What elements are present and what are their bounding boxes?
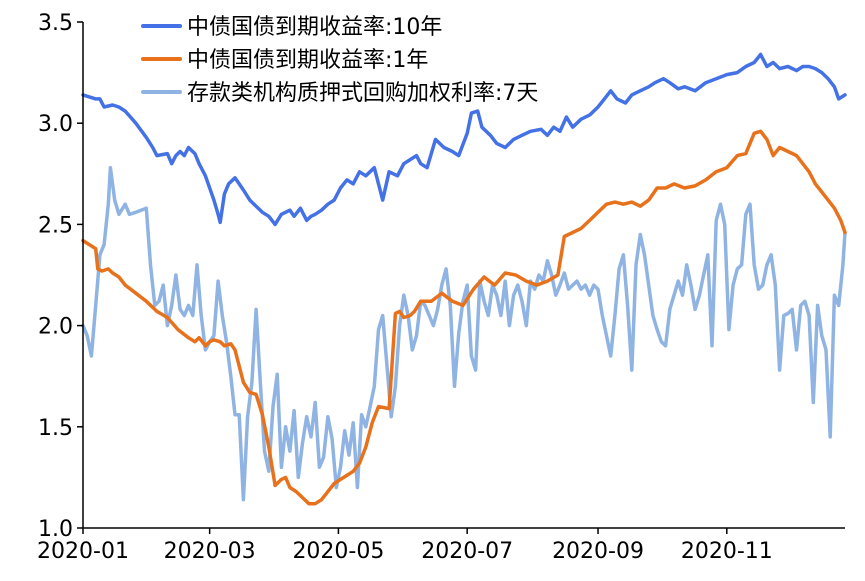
plot-lines <box>81 52 847 506</box>
y-axis-ticks: 1.0 1.5 2.0 2.5 3.0 3.5 <box>38 11 83 542</box>
legend-label-1: 中债国债到期收益率:10年 <box>187 15 442 40</box>
x-tick-label: 2020-09 <box>552 539 644 564</box>
series-line-2 <box>81 129 847 506</box>
y-tick-label: 2.0 <box>38 315 73 340</box>
legend-label-3: 存款类机构质押式回购加权利率:7天 <box>187 81 538 106</box>
y-tick-label: 3.0 <box>38 112 73 137</box>
y-tick-label: 1.5 <box>38 416 73 441</box>
x-tick-label: 2020-01 <box>37 539 129 564</box>
series-line-3 <box>81 165 847 502</box>
y-tick-label: 1.0 <box>38 517 73 542</box>
series-line-1 <box>81 52 847 227</box>
x-tick-label: 2020-07 <box>421 539 513 564</box>
legend: 中债国债到期收益率:10年中债国债到期收益率:1年存款类机构质押式回购加权利率:… <box>141 15 538 106</box>
x-tick-label: 2020-05 <box>292 539 384 564</box>
y-tick-label: 2.5 <box>38 213 73 238</box>
x-tick-label: 2020-11 <box>681 539 773 564</box>
x-tick-label: 2020-03 <box>164 539 256 564</box>
x-axis-ticks: 2020-01 2020-03 2020-05 2020-07 2020-09 2020-… <box>37 528 773 564</box>
y-tick-label: 3.5 <box>38 11 73 36</box>
legend-label-2: 中债国债到期收益率:1年 <box>187 48 428 73</box>
